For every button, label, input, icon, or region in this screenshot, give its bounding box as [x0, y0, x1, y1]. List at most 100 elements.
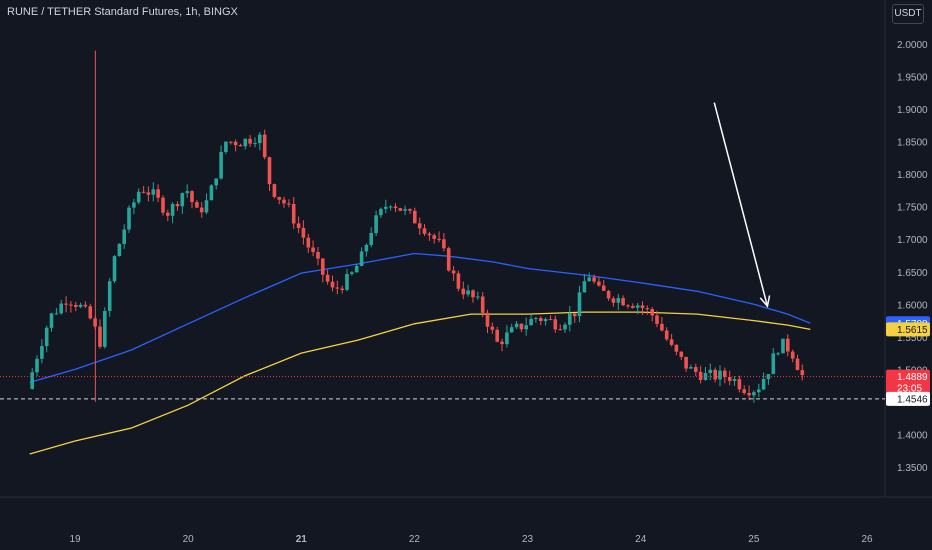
candle-body	[88, 306, 93, 319]
candle-body	[132, 202, 136, 208]
candle-body	[311, 247, 315, 252]
candle-body	[442, 239, 446, 249]
candle-body	[388, 206, 393, 208]
candle-body	[650, 309, 654, 316]
price-label: 1.4546	[886, 391, 930, 406]
candle-body	[495, 329, 499, 342]
candle-body	[107, 281, 112, 311]
y-tick-label: 1.6500	[897, 268, 928, 279]
price-label-bg	[886, 391, 930, 406]
candle-body	[631, 306, 635, 308]
candle-body	[757, 389, 761, 393]
y-tick-label: 1.3500	[897, 463, 928, 474]
candle-body	[558, 329, 562, 331]
candle-body	[384, 206, 388, 209]
candle-body	[509, 327, 514, 333]
candle-body	[694, 367, 698, 372]
x-tick-label: 19	[69, 534, 81, 545]
x-tick-label: 24	[635, 534, 647, 545]
y-tick-label: 1.8000	[897, 170, 928, 181]
candle-body	[674, 344, 679, 352]
candle-body	[69, 304, 73, 306]
candle-body	[519, 323, 524, 330]
candle-body	[592, 277, 596, 282]
candle-body	[597, 281, 601, 286]
candle-body	[422, 228, 427, 234]
candle-body	[737, 379, 742, 390]
candle-body	[282, 199, 286, 204]
candle-body	[301, 227, 306, 238]
candle-body	[321, 258, 325, 275]
candle-body	[49, 313, 54, 328]
candle-body	[180, 193, 185, 207]
candle-body	[732, 379, 737, 381]
candle-body	[238, 145, 243, 147]
candle-body	[606, 290, 611, 299]
price-label: 1.5615	[886, 322, 930, 337]
candle-body	[795, 358, 800, 371]
candle-body	[393, 206, 398, 209]
candle-body	[350, 272, 354, 274]
candle-body	[611, 298, 616, 303]
candle-body	[35, 358, 39, 373]
candle-body	[480, 296, 485, 313]
candle-body	[543, 319, 548, 322]
y-tick-label: 1.9000	[897, 105, 928, 116]
candle-body	[40, 346, 44, 359]
candle-body	[684, 356, 688, 369]
candle-body	[572, 313, 577, 317]
candle-body	[689, 367, 693, 369]
candle-body	[539, 318, 543, 321]
candle-body	[253, 143, 257, 145]
candle-body	[727, 377, 732, 381]
candle-body	[587, 277, 591, 282]
candle-body	[209, 185, 214, 201]
candle-body	[185, 191, 189, 194]
annotation-arrowhead	[759, 295, 771, 308]
candle-body	[563, 324, 567, 330]
candle-body	[723, 370, 727, 377]
candle-body	[190, 191, 194, 203]
candle-body	[476, 296, 480, 298]
candle-body	[413, 210, 417, 224]
price-label-text: 1.5615	[897, 325, 928, 336]
candle-body	[195, 202, 199, 208]
candle-body	[553, 319, 558, 330]
candle-body	[379, 208, 383, 216]
candle-body	[403, 209, 407, 211]
candle-body	[626, 305, 630, 307]
candle-body	[679, 351, 684, 357]
candle-body	[204, 200, 209, 213]
candle-body	[786, 338, 790, 352]
candle-body	[718, 370, 722, 380]
candle-body	[466, 290, 470, 295]
candle-body	[277, 197, 281, 200]
candle-body	[229, 141, 233, 143]
candle-body	[616, 298, 621, 303]
x-tick-label: 23	[522, 534, 534, 545]
x-tick-label: 22	[409, 534, 421, 545]
candle-body	[44, 327, 49, 347]
currency-button[interactable]: USDT	[892, 4, 924, 24]
candle-body	[417, 223, 422, 229]
candle-body	[248, 138, 252, 144]
candle-body	[83, 304, 88, 307]
candle-body	[461, 288, 466, 295]
y-tick-label: 1.6000	[897, 300, 928, 311]
candle-body	[98, 326, 102, 347]
price-label-text: 1.4546	[897, 394, 928, 405]
candle-body	[151, 189, 156, 195]
candle-body	[364, 244, 369, 252]
candle-body	[771, 353, 776, 375]
y-tick-label: 1.9500	[897, 73, 928, 84]
candle-body	[199, 207, 204, 213]
candle-body	[112, 256, 117, 282]
candle-body	[345, 274, 349, 290]
candle-body	[359, 251, 364, 266]
candle-body	[398, 208, 403, 211]
candle-body	[747, 393, 751, 396]
annotation-arrow	[713, 102, 769, 307]
candle-body	[776, 353, 780, 355]
